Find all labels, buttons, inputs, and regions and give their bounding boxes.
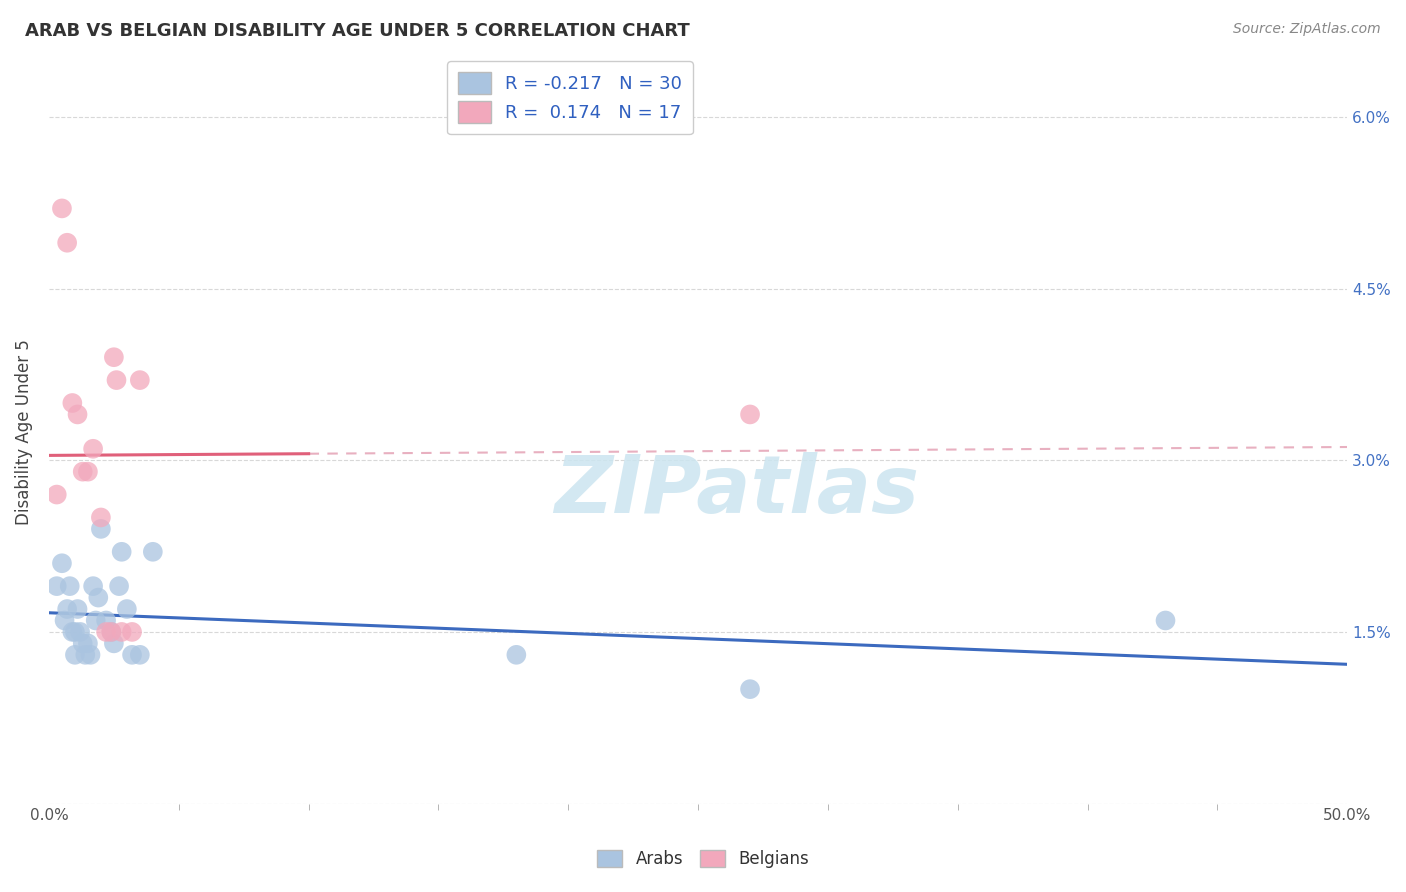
Point <box>82 442 104 456</box>
Point <box>738 408 761 422</box>
Point <box>115 602 138 616</box>
Point <box>94 624 117 639</box>
Point <box>79 648 101 662</box>
Point <box>72 636 94 650</box>
Point <box>56 235 79 250</box>
Legend: R = -0.217   N = 30, R =  0.174   N = 17: R = -0.217 N = 30, R = 0.174 N = 17 <box>447 62 693 134</box>
Text: ARAB VS BELGIAN DISABILITY AGE UNDER 5 CORRELATION CHART: ARAB VS BELGIAN DISABILITY AGE UNDER 5 C… <box>25 22 690 40</box>
Point <box>60 624 83 639</box>
Point <box>51 556 73 570</box>
Point <box>75 648 97 662</box>
Point <box>142 545 165 559</box>
Point <box>53 614 76 628</box>
Point <box>45 579 67 593</box>
Point <box>87 591 110 605</box>
Legend: Arabs, Belgians: Arabs, Belgians <box>591 843 815 875</box>
Point <box>56 602 79 616</box>
Point <box>1154 614 1177 628</box>
Point <box>128 373 150 387</box>
Point <box>63 648 86 662</box>
Point <box>90 510 112 524</box>
Point <box>66 408 89 422</box>
Point <box>103 636 125 650</box>
Point <box>94 614 117 628</box>
Point <box>51 202 73 216</box>
Y-axis label: Disability Age Under 5: Disability Age Under 5 <box>15 339 32 524</box>
Point <box>90 522 112 536</box>
Point <box>59 579 82 593</box>
Point <box>128 648 150 662</box>
Point <box>100 624 122 639</box>
Point <box>77 465 100 479</box>
Point <box>121 624 143 639</box>
Point <box>108 579 131 593</box>
Point <box>111 624 134 639</box>
Text: Source: ZipAtlas.com: Source: ZipAtlas.com <box>1233 22 1381 37</box>
Point <box>60 396 83 410</box>
Point <box>72 465 94 479</box>
Point <box>111 545 134 559</box>
Point <box>738 682 761 697</box>
Point <box>63 624 86 639</box>
Point <box>505 648 527 662</box>
Point <box>69 624 91 639</box>
Point <box>45 487 67 501</box>
Point <box>100 624 122 639</box>
Text: ZIPatlas: ZIPatlas <box>554 452 920 530</box>
Point <box>66 602 89 616</box>
Point <box>77 636 100 650</box>
Point <box>84 614 107 628</box>
Point <box>105 373 128 387</box>
Point <box>121 648 143 662</box>
Point <box>82 579 104 593</box>
Point <box>103 350 125 364</box>
